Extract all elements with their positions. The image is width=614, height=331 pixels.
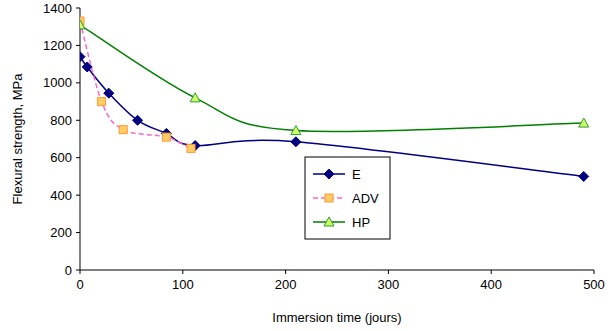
legend-label: E: [352, 167, 361, 182]
x-axis: [80, 270, 594, 271]
point: [291, 126, 301, 135]
point: [162, 133, 170, 141]
legend-marker: [324, 169, 334, 179]
x-tick-label: 400: [480, 277, 502, 292]
x-axis-label: Immersion time (jours): [272, 310, 401, 325]
y-tick: [76, 270, 80, 271]
x-tick: [491, 270, 492, 274]
y-tick: [76, 232, 80, 233]
legend-box: [305, 157, 390, 239]
point: [133, 115, 143, 125]
point: [80, 20, 85, 29]
point: [291, 137, 301, 147]
x-tick-label: 300: [378, 277, 400, 292]
point: [80, 52, 85, 62]
point: [190, 93, 200, 102]
point: [104, 88, 114, 98]
y-axis-label: Flexural strength, MPa: [10, 73, 25, 205]
x-tick-label: 500: [583, 277, 605, 292]
y-tick: [76, 195, 80, 196]
y-tick-label: 1000: [43, 75, 72, 90]
x-tick-label: 100: [172, 277, 194, 292]
point: [98, 98, 106, 106]
series: [80, 20, 589, 135]
y-tick-label: 0: [65, 263, 72, 278]
point: [579, 118, 589, 127]
y-tick: [76, 45, 80, 46]
y-tick-label: 400: [50, 188, 72, 203]
x-tick: [594, 270, 595, 274]
legend-label: ADV: [352, 191, 379, 206]
y-tick-label: 800: [50, 113, 72, 128]
y-tick: [76, 120, 80, 121]
x-tick-label: 200: [275, 277, 297, 292]
series: [80, 17, 195, 152]
series-line: [80, 25, 584, 132]
x-tick-label: 0: [76, 277, 83, 292]
y-tick-label: 1200: [43, 38, 72, 53]
point: [579, 171, 589, 181]
x-tick: [388, 270, 389, 274]
point: [187, 144, 195, 152]
y-tick: [76, 157, 80, 158]
y-tick-label: 600: [50, 150, 72, 165]
legend-marker: [325, 194, 333, 202]
legend-label: HP: [352, 215, 370, 230]
x-tick: [182, 270, 183, 274]
series-line: [80, 21, 191, 148]
y-tick: [76, 8, 80, 9]
legend-marker: [324, 217, 334, 226]
y-tick-label: 1400: [43, 1, 72, 16]
x-tick: [80, 270, 81, 274]
y-tick: [76, 82, 80, 83]
legend: E ADV HP: [305, 157, 390, 239]
chart: 0 200 400 600 800 1000 1200 1400 0 100 200 300 400 50…: [0, 0, 614, 331]
x-tick: [285, 270, 286, 274]
y-tick-label: 200: [50, 225, 72, 240]
point: [119, 126, 127, 134]
y-axis: [80, 8, 81, 270]
